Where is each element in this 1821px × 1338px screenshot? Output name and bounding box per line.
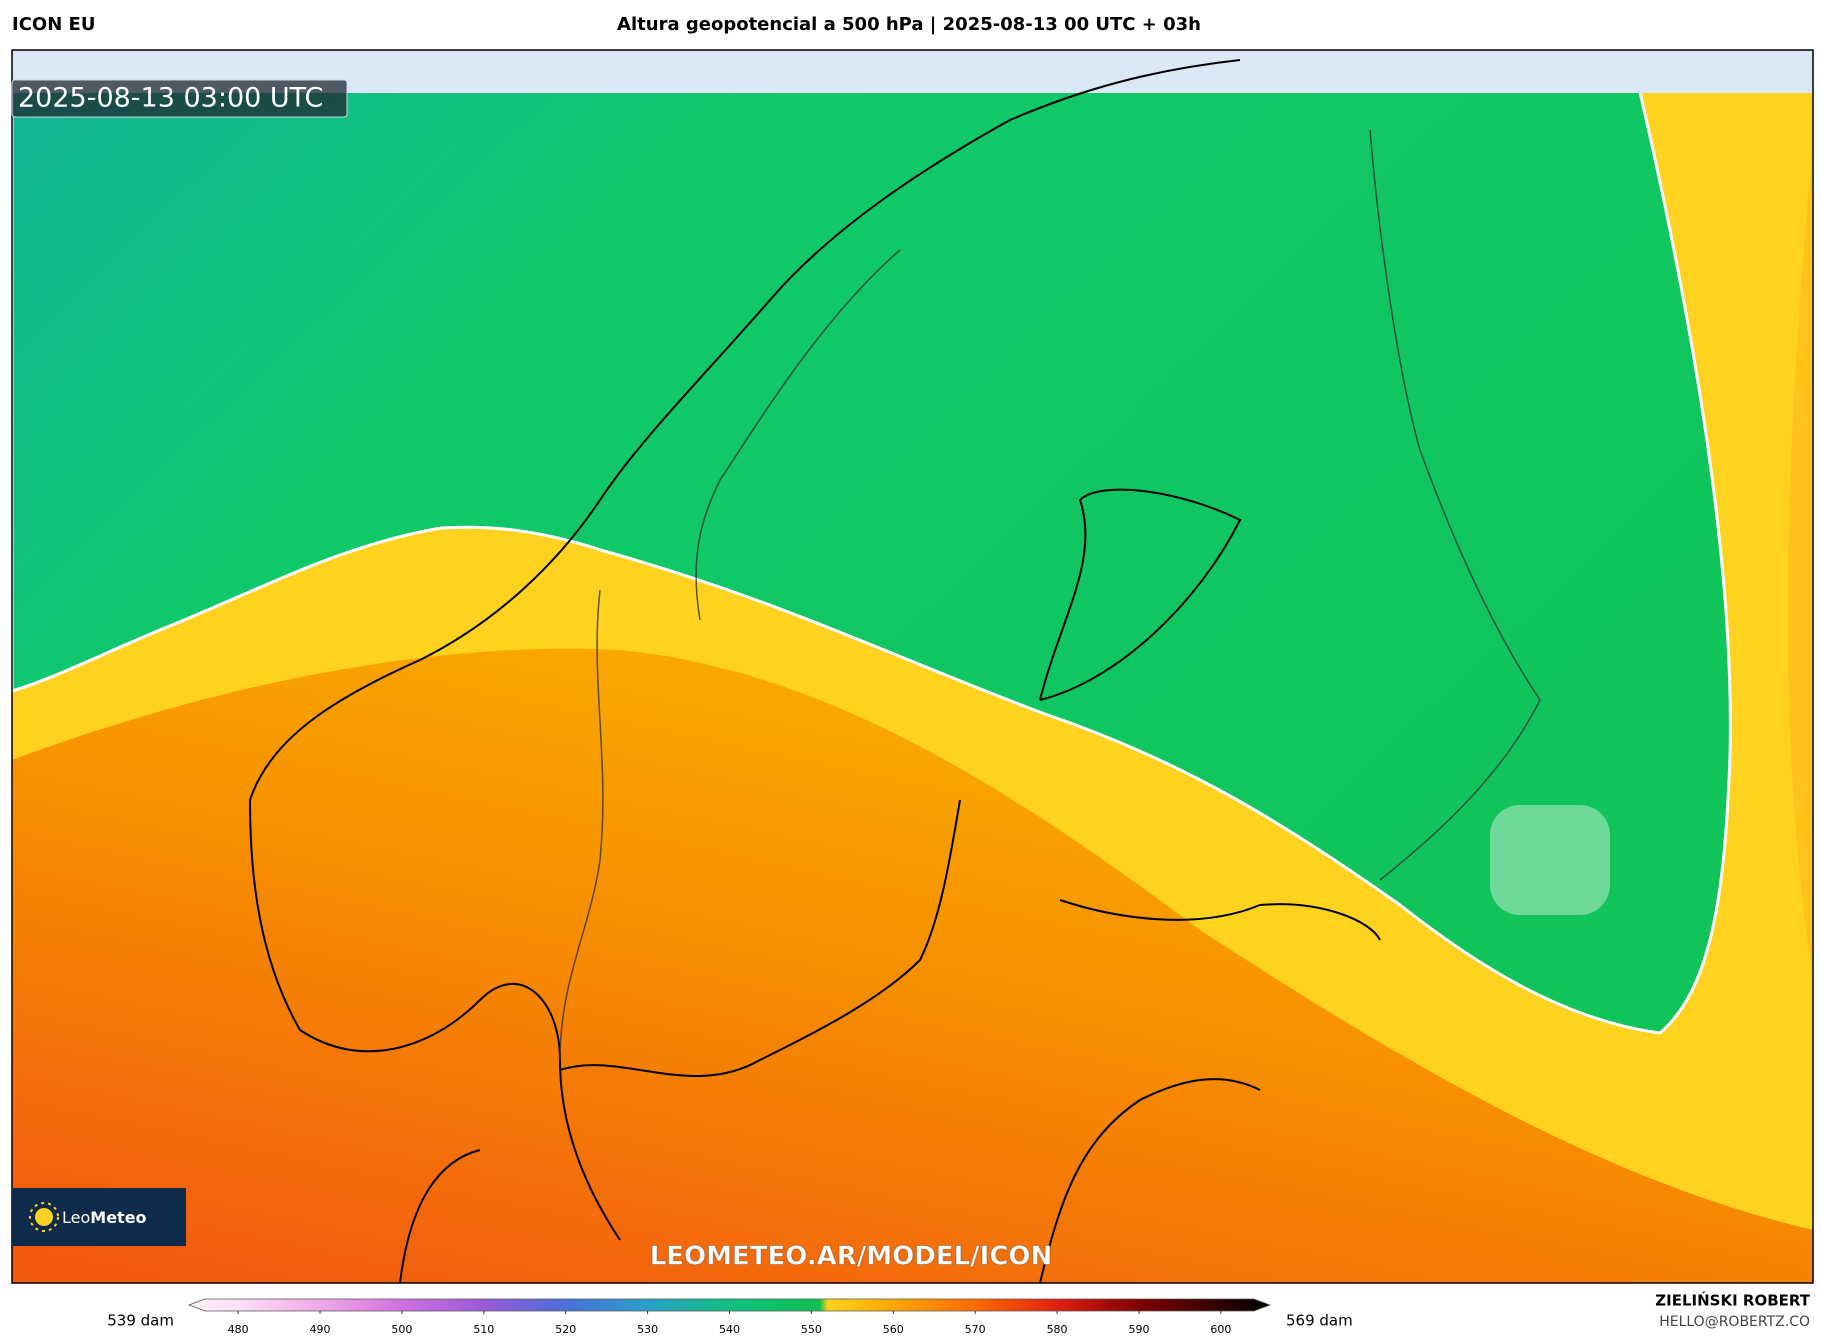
lake <box>1490 805 1610 915</box>
colorbar-tick-label: 510 <box>473 1323 494 1336</box>
map-frame <box>11 49 1814 1284</box>
colorbar-tick-label: 570 <box>965 1323 986 1336</box>
timestamp: 2025-08-13 03:00 UTC <box>18 83 323 114</box>
colorbar-tick-label: 530 <box>637 1323 658 1336</box>
timestamp-box <box>11 79 348 118</box>
colorbar-tick-label: 500 <box>391 1323 412 1336</box>
colorbar-min-label: 539 dam <box>107 1312 174 1330</box>
colorbar-tick-label: 480 <box>228 1323 249 1336</box>
colorbar-tick-label: 550 <box>801 1323 822 1336</box>
field-yellow-east <box>1787 140 1813 980</box>
colorbar-tick-label: 580 <box>1047 1323 1068 1336</box>
colorbar-tick-label: 490 <box>310 1323 331 1336</box>
logo-leo: Leo <box>62 1208 90 1227</box>
map <box>12 50 1813 1283</box>
logo-rays <box>29 1202 59 1232</box>
logo-text: LeoMeteo <box>62 1208 147 1227</box>
email: HELLO@ROBERTZ.CO <box>1659 1314 1810 1330</box>
logo-meteo: Meteo <box>90 1208 146 1227</box>
watermark: LEOMETEO.AR/MODEL/ICON <box>650 1242 1053 1272</box>
field-green <box>12 50 1732 1035</box>
borders <box>559 129 1541 1061</box>
colorbar-tick-label: 600 <box>1210 1323 1231 1336</box>
colorbar-tick-label: 520 <box>555 1323 576 1336</box>
colorbar-tick-label: 590 <box>1128 1323 1149 1336</box>
coastlines <box>249 59 1381 1283</box>
colorbar-tick-label: 560 <box>883 1323 904 1336</box>
colorbar-max-label: 569 dam <box>1286 1312 1353 1330</box>
colorbar-tick-label: 540 <box>719 1323 740 1336</box>
colorbar-bar <box>187 1298 1272 1312</box>
model-name: ICON EU <box>12 14 95 35</box>
colorbar: 480 490 500 510 520 530 540 550 560 570 580 590 600 <box>187 1298 1272 1336</box>
map-title: Altura geopotencial a 500 hPa | 2025-08-… <box>617 14 1201 35</box>
author: ZIELIŃSKI ROBERT <box>1655 1291 1810 1310</box>
logo-sun <box>35 1208 53 1226</box>
